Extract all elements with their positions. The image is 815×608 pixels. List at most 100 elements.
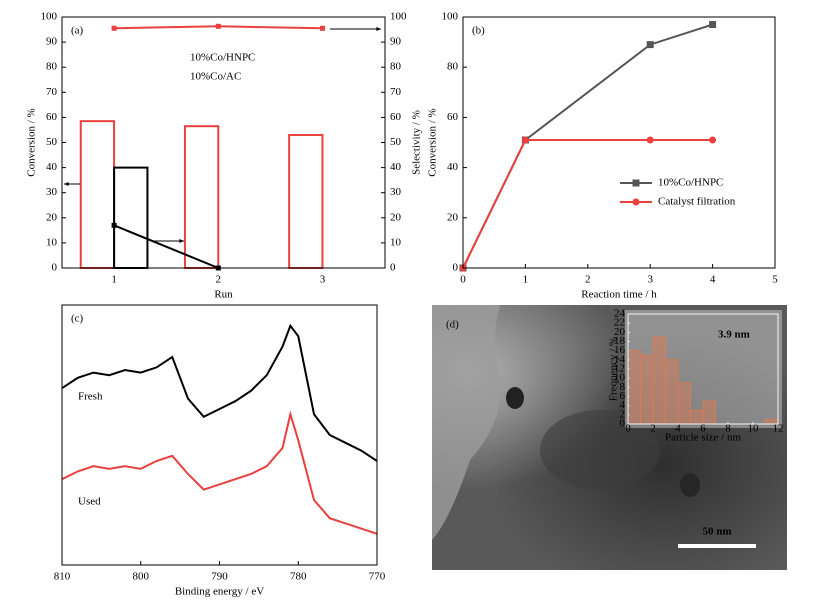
y2-tick-label: 40 xyxy=(390,161,402,173)
marker xyxy=(521,136,529,144)
x-tick-label: 3 xyxy=(320,274,326,286)
histogram-bar xyxy=(690,409,704,425)
y2-tick-label: 100 xyxy=(390,11,407,23)
y2-tick-label: 90 xyxy=(390,36,402,48)
marker xyxy=(319,25,325,31)
histogram-bar xyxy=(640,354,654,425)
annotation: 3.9 nm xyxy=(718,329,750,341)
x-tick-label: 12 xyxy=(773,423,784,435)
series-line xyxy=(462,138,713,269)
marker xyxy=(111,222,117,228)
y-tick-label: 70 xyxy=(46,86,58,98)
x-tick-label: 8 xyxy=(725,423,731,435)
y-tick-label: 100 xyxy=(41,11,58,23)
legend-label: 10%Co/HNPC xyxy=(658,177,723,189)
y-tick-label: 60 xyxy=(46,111,58,123)
x-tick-label: 2 xyxy=(216,274,222,286)
x-axis-label: Reaction time / h xyxy=(581,289,657,301)
marker xyxy=(111,25,117,31)
tem-image xyxy=(432,305,787,570)
y-tick-label: 40 xyxy=(447,161,459,173)
y2-tick-label: 0 xyxy=(390,262,396,274)
plot-frame xyxy=(627,313,779,425)
series-line xyxy=(61,410,378,535)
x-axis-label: Particle size / nm xyxy=(665,432,742,444)
y2-tick-label: 10 xyxy=(390,236,402,248)
plot-frame xyxy=(462,16,776,269)
y2-axis-label: Selectivity / % xyxy=(411,110,423,175)
x-tick-label: 4 xyxy=(675,423,681,435)
histogram-bar xyxy=(677,382,691,425)
bar xyxy=(79,120,116,270)
y-tick-label: 16 xyxy=(614,344,626,356)
y-tick-label: 24 xyxy=(614,308,626,320)
arrow-head xyxy=(179,239,184,243)
marker xyxy=(709,21,717,29)
y2-tick-label: 50 xyxy=(390,136,402,148)
marker xyxy=(215,23,221,29)
y-tick-label: 0 xyxy=(52,262,58,274)
x-tick-label: 800 xyxy=(133,571,150,583)
y-axis-label: Conversion / % xyxy=(427,108,439,176)
y-tick-label: 50 xyxy=(46,136,58,148)
y-tick-label: 20 xyxy=(614,326,626,338)
panel-label: (b) xyxy=(472,25,485,37)
y-tick-label: 60 xyxy=(447,111,459,123)
series-line xyxy=(113,224,219,269)
bar xyxy=(183,125,220,269)
x-tick-label: 770 xyxy=(369,571,386,583)
histogram-bar xyxy=(765,419,779,425)
y-tick-label: 8 xyxy=(620,381,626,393)
legend-label: 10%Co/HNPC xyxy=(190,52,255,64)
y-tick-label: 20 xyxy=(46,211,58,223)
y-tick-label: 2 xyxy=(620,408,626,420)
marker xyxy=(646,41,654,49)
scale-bar-label: 50 nm xyxy=(702,526,731,538)
y-tick-label: 22 xyxy=(614,317,625,329)
x-tick-label: 790 xyxy=(211,571,228,583)
arrow-head xyxy=(376,27,381,31)
plot-frame xyxy=(61,16,386,269)
bar xyxy=(113,166,149,270)
y-tick-label: 6 xyxy=(620,390,626,402)
x-tick-label: 6 xyxy=(700,423,706,435)
marker xyxy=(632,179,640,187)
y2-tick-label: 80 xyxy=(390,61,402,73)
x-tick-label: 4 xyxy=(710,274,716,286)
y-axis-label: Conversion / % xyxy=(26,108,38,176)
x-tick-label: 780 xyxy=(290,571,307,583)
panel-label: (c) xyxy=(71,313,84,325)
y-axis-label: Frequency / % xyxy=(608,337,620,401)
histogram-bar xyxy=(627,350,641,425)
y2-tick-label: 20 xyxy=(390,211,402,223)
y-tick-label: 4 xyxy=(620,399,626,411)
y-tick-label: 100 xyxy=(442,11,459,23)
series-line xyxy=(462,23,713,269)
y-tick-label: 80 xyxy=(447,61,459,73)
x-tick-label: 1 xyxy=(111,274,117,286)
y-tick-label: 30 xyxy=(46,186,58,198)
y-tick-label: 0 xyxy=(620,418,626,430)
x-tick-label: 3 xyxy=(647,274,653,286)
x-tick-label: 0 xyxy=(460,274,466,286)
y2-tick-label: 60 xyxy=(390,111,402,123)
marker xyxy=(632,198,640,206)
y-tick-label: 18 xyxy=(614,335,626,347)
y-tick-label: 90 xyxy=(46,36,58,48)
y-tick-label: 20 xyxy=(447,211,459,223)
x-axis-label: Run xyxy=(214,289,233,301)
x-tick-label: 2 xyxy=(585,274,591,286)
panel-label: (a) xyxy=(71,25,84,37)
legend-label: 10%Co/AC xyxy=(190,71,241,83)
x-tick-label: 10 xyxy=(748,423,760,435)
y-tick-label: 0 xyxy=(453,262,459,274)
panel-label: (d) xyxy=(446,319,459,331)
plot-frame xyxy=(61,304,378,566)
histogram-bar xyxy=(702,400,716,425)
x-tick-label: 5 xyxy=(772,274,778,286)
series-line xyxy=(61,323,378,462)
x-tick-label: 2 xyxy=(650,423,656,435)
legend-label: Catalyst filtration xyxy=(658,196,736,208)
